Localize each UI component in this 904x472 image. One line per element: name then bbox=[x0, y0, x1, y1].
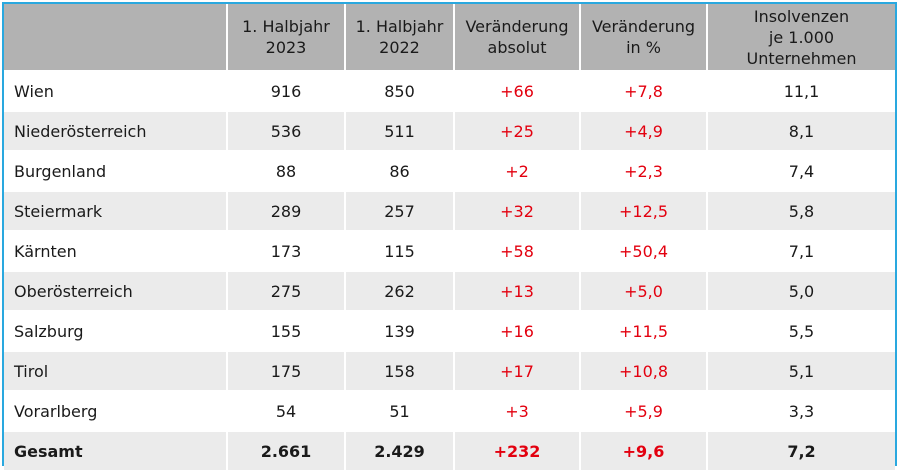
region-cell: Salzburg bbox=[4, 311, 228, 352]
table-row: Salzburg 155 139 +16 +11,5 5,5 bbox=[4, 311, 895, 352]
change-percent-cell: +11,5 bbox=[580, 311, 708, 352]
total-label: Gesamt bbox=[4, 431, 228, 472]
total-h1-2023: 2.661 bbox=[227, 431, 346, 472]
per-1000-cell: 5,5 bbox=[707, 311, 895, 352]
change-absolute-cell: +25 bbox=[454, 111, 581, 152]
table-row: Oberösterreich 275 262 +13 +5,0 5,0 bbox=[4, 271, 895, 312]
per-1000-cell: 7,1 bbox=[707, 231, 895, 272]
change-percent-cell: +7,8 bbox=[580, 71, 708, 112]
change-percent-cell: +5,0 bbox=[580, 271, 708, 312]
region-cell: Kärnten bbox=[4, 231, 228, 272]
region-cell: Oberösterreich bbox=[4, 271, 228, 312]
header-h1-2023: 1. Halbjahr 2023 bbox=[227, 4, 346, 72]
table-row: Burgenland 88 86 +2 +2,3 7,4 bbox=[4, 151, 895, 192]
total-h1-2022: 2.429 bbox=[345, 431, 455, 472]
table-row: Kärnten 173 115 +58 +50,4 7,1 bbox=[4, 231, 895, 272]
change-absolute-cell: +32 bbox=[454, 191, 581, 232]
change-absolute-cell: +13 bbox=[454, 271, 581, 312]
per-1000-cell: 5,0 bbox=[707, 271, 895, 312]
change-absolute-cell: +66 bbox=[454, 71, 581, 112]
table-row: Steiermark 289 257 +32 +12,5 5,8 bbox=[4, 191, 895, 232]
region-cell: Vorarlberg bbox=[4, 391, 228, 432]
per-1000-cell: 5,8 bbox=[707, 191, 895, 232]
header-change-percent: Veränderung in % bbox=[580, 4, 708, 72]
h1-2022-cell: 850 bbox=[345, 71, 455, 112]
h1-2022-cell: 257 bbox=[345, 191, 455, 232]
table-row: Niederösterreich 536 511 +25 +4,9 8,1 bbox=[4, 111, 895, 152]
change-percent-cell: +12,5 bbox=[580, 191, 708, 232]
per-1000-cell: 11,1 bbox=[707, 71, 895, 112]
per-1000-cell: 5,1 bbox=[707, 351, 895, 392]
change-absolute-cell: +17 bbox=[454, 351, 581, 392]
region-cell: Tirol bbox=[4, 351, 228, 392]
total-per-1000: 7,2 bbox=[707, 431, 895, 472]
insolvency-table: 1. Halbjahr 2023 1. Halbjahr 2022 Veränd… bbox=[4, 4, 895, 472]
h1-2022-cell: 262 bbox=[345, 271, 455, 312]
h1-2022-cell: 86 bbox=[345, 151, 455, 192]
change-absolute-cell: +3 bbox=[454, 391, 581, 432]
h1-2023-cell: 54 bbox=[227, 391, 346, 432]
h1-2023-cell: 155 bbox=[227, 311, 346, 352]
change-percent-cell: +10,8 bbox=[580, 351, 708, 392]
table-header-row: 1. Halbjahr 2023 1. Halbjahr 2022 Veränd… bbox=[4, 4, 895, 72]
per-1000-cell: 3,3 bbox=[707, 391, 895, 432]
change-percent-cell: +50,4 bbox=[580, 231, 708, 272]
region-cell: Steiermark bbox=[4, 191, 228, 232]
header-h1-2022: 1. Halbjahr 2022 bbox=[345, 4, 455, 72]
table-row: Vorarlberg 54 51 +3 +5,9 3,3 bbox=[4, 391, 895, 432]
h1-2022-cell: 51 bbox=[345, 391, 455, 432]
total-change-absolute: +232 bbox=[454, 431, 581, 472]
h1-2023-cell: 916 bbox=[227, 71, 346, 112]
h1-2023-cell: 173 bbox=[227, 231, 346, 272]
h1-2022-cell: 511 bbox=[345, 111, 455, 152]
total-row: Gesamt 2.661 2.429 +232 +9,6 7,2 bbox=[4, 431, 895, 472]
table-row: Tirol 175 158 +17 +10,8 5,1 bbox=[4, 351, 895, 392]
h1-2023-cell: 289 bbox=[227, 191, 346, 232]
total-change-percent: +9,6 bbox=[580, 431, 708, 472]
region-cell: Niederösterreich bbox=[4, 111, 228, 152]
h1-2023-cell: 536 bbox=[227, 111, 346, 152]
region-cell: Burgenland bbox=[4, 151, 228, 192]
header-region bbox=[4, 4, 228, 72]
change-percent-cell: +4,9 bbox=[580, 111, 708, 152]
h1-2022-cell: 139 bbox=[345, 311, 455, 352]
header-per-1000: Insolvenzen je 1.000 Unternehmen bbox=[707, 4, 895, 72]
header-change-absolute: Veränderung absolut bbox=[454, 4, 581, 72]
change-percent-cell: +5,9 bbox=[580, 391, 708, 432]
h1-2023-cell: 175 bbox=[227, 351, 346, 392]
change-percent-cell: +2,3 bbox=[580, 151, 708, 192]
change-absolute-cell: +58 bbox=[454, 231, 581, 272]
table-row: Wien 916 850 +66 +7,8 11,1 bbox=[4, 71, 895, 112]
h1-2022-cell: 158 bbox=[345, 351, 455, 392]
change-absolute-cell: +2 bbox=[454, 151, 581, 192]
h1-2023-cell: 88 bbox=[227, 151, 346, 192]
region-cell: Wien bbox=[4, 71, 228, 112]
per-1000-cell: 8,1 bbox=[707, 111, 895, 152]
h1-2023-cell: 275 bbox=[227, 271, 346, 312]
per-1000-cell: 7,4 bbox=[707, 151, 895, 192]
h1-2022-cell: 115 bbox=[345, 231, 455, 272]
change-absolute-cell: +16 bbox=[454, 311, 581, 352]
